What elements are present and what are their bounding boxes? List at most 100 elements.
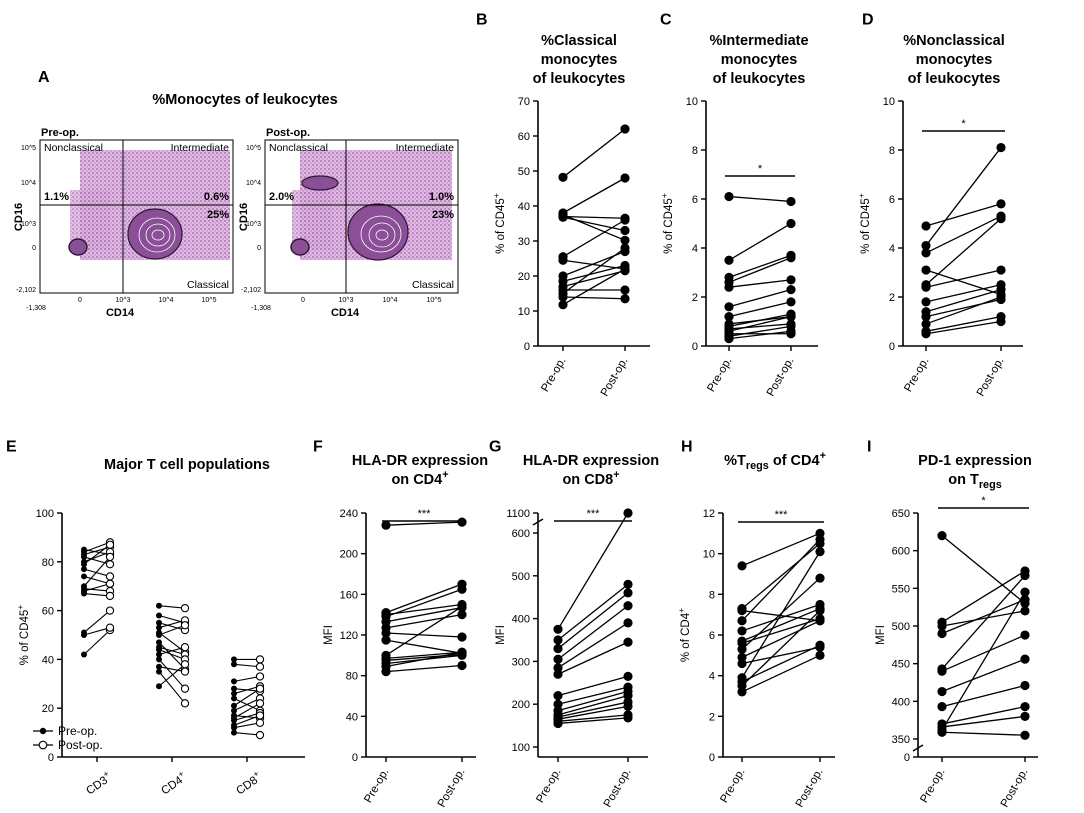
paired-line — [557, 717, 629, 725]
significance-label: * — [758, 163, 763, 175]
paired-line — [562, 216, 626, 232]
paired-line — [557, 675, 629, 697]
point-post — [1020, 711, 1030, 722]
point-post — [457, 660, 467, 671]
paired-line — [233, 732, 261, 736]
point-post — [1020, 587, 1030, 597]
y-tick-label: 8 — [709, 589, 715, 601]
paired-line — [83, 556, 111, 565]
y-tick-label: 0 — [904, 752, 910, 764]
x-tick-label: CD8+ — [232, 768, 264, 797]
paired-line — [728, 279, 792, 288]
y-tick-label: 10 — [518, 306, 530, 318]
point-pre — [737, 561, 747, 571]
paired-line — [941, 570, 1026, 623]
point-post — [996, 316, 1006, 327]
point-post — [620, 294, 630, 304]
point-pre — [231, 678, 237, 685]
point-pre — [156, 663, 162, 670]
point-post — [255, 655, 265, 664]
point-pre — [921, 282, 931, 292]
paired-line — [385, 583, 463, 614]
point-post — [620, 264, 630, 274]
flow-post-classical: Classical — [412, 279, 454, 291]
flow-post-contour-1 — [360, 215, 402, 253]
paired-line — [557, 605, 629, 660]
paired-line — [158, 619, 186, 629]
point-post — [786, 253, 796, 263]
y-axis-label: % of CD4+ — [676, 608, 692, 662]
paired-line — [925, 296, 1002, 325]
chart-title-line: on CD4+​ — [391, 469, 448, 488]
y-tick-label: 6 — [889, 194, 895, 206]
paired-line — [233, 663, 261, 668]
y-tick-label: 10 — [703, 549, 715, 561]
point-pre — [724, 191, 734, 202]
x-tick-label: Pre-op. — [902, 356, 931, 395]
point-pre — [724, 255, 734, 265]
legend: Pre-op.Post-op. — [33, 724, 103, 752]
significance-label: *** — [587, 508, 601, 520]
paired-line — [728, 257, 792, 283]
point-post — [105, 552, 115, 562]
x-tick-label: Post-op. — [794, 767, 826, 810]
flow-post-pct-classical: 23% — [432, 209, 454, 221]
point-pre — [553, 635, 563, 645]
point-pre — [724, 312, 734, 322]
chart-b: B %Classical monocytes of leukocytes 0 10 20 30… — [476, 11, 650, 399]
paired-line — [83, 610, 111, 633]
point-post — [105, 591, 115, 601]
x-tick-label: CD3+ — [82, 768, 114, 797]
y-tick-label: 0 — [709, 752, 715, 764]
point-post — [786, 285, 796, 295]
point-pre — [921, 297, 931, 307]
point-pre — [921, 312, 931, 322]
paired-line — [741, 543, 821, 610]
chart-title-line: %Classical — [541, 33, 617, 49]
point-post — [1020, 595, 1030, 605]
point-pre — [156, 646, 162, 653]
y-axis-label: MFI — [323, 625, 335, 645]
paired-line — [728, 289, 792, 308]
point-pre — [156, 651, 162, 658]
point-pre — [381, 667, 391, 677]
x-tick-label: CD4+ — [157, 768, 189, 797]
y-tick-label: 2 — [709, 711, 715, 723]
paired-line — [925, 320, 1002, 335]
point-post — [996, 214, 1006, 224]
y-tick-label: 600 — [512, 528, 530, 540]
significance-label: * — [961, 118, 966, 130]
paired-line — [385, 651, 463, 660]
point-pre — [156, 683, 162, 690]
flow-pre-xtick: 10^5 — [202, 297, 217, 304]
point-pre — [921, 265, 931, 275]
flow-pre-xlabel: CD14 — [106, 307, 135, 319]
paired-line — [925, 218, 1002, 286]
paired-line — [562, 128, 626, 178]
y-tick-label: 200 — [340, 549, 358, 561]
y-tick-label: 650 — [892, 508, 910, 520]
y-tick-label: 120 — [340, 630, 358, 642]
paired-line — [941, 684, 1026, 708]
paired-line — [83, 588, 111, 592]
point-pre — [381, 635, 391, 645]
point-pre — [231, 707, 237, 714]
y-tick-label: 6 — [709, 630, 715, 642]
significance-label: *** — [418, 508, 432, 520]
chart-title-line: on Tregs​ — [948, 472, 1002, 491]
paired-line — [233, 688, 261, 707]
chart-title-line: %Intermediate — [709, 33, 808, 49]
flow-pre-intermediate: Intermediate — [171, 142, 230, 154]
point-pre — [81, 561, 87, 568]
flow-post-contour-3 — [375, 229, 389, 241]
point-post — [786, 218, 796, 229]
paired-line — [385, 606, 463, 623]
paired-line — [83, 627, 111, 636]
panel-a: A %Monocytes of leukocytes Pre-op. Noncl… — [13, 69, 459, 319]
y-tick-label: 240 — [340, 508, 358, 520]
point-post — [623, 671, 633, 681]
paired-line — [925, 215, 1002, 254]
paired-line — [385, 632, 463, 638]
y-tick-label: 1100 — [506, 508, 530, 520]
chart-e: E Major T cell populations 0 20 40 60 80 100 % o… — [6, 438, 305, 798]
